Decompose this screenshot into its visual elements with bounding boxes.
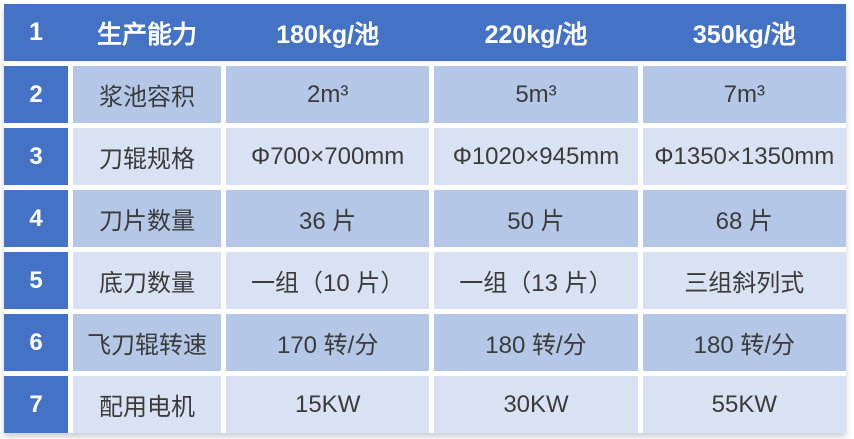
spec-table: 1 生产能力 180kg/池 220kg/池 350kg/池 2 浆池容积 2m… — [4, 4, 846, 433]
cell-value: Φ700×700mm — [226, 128, 430, 185]
table-row-pulp-volume: 2 浆池容积 2m³ 5m³ 7m³ — [4, 66, 846, 123]
header-category-label: 生产能力 — [96, 20, 197, 49]
row-number: 6 — [4, 314, 68, 371]
cell-value: 2m³ — [226, 66, 430, 123]
cell-value: 55KW — [642, 376, 846, 433]
table-row-motor-power: 7 配用电机 15KW 30KW 55KW — [4, 376, 846, 433]
cell-value: 7m³ — [642, 66, 846, 123]
row-label: 浆池容积 — [73, 66, 221, 123]
table-row-blade-count: 4 刀片数量 36 片 50 片 68 片 — [4, 190, 846, 247]
row-label: 刀辊规格 — [73, 128, 221, 185]
row-number: 3 — [4, 128, 68, 185]
cell-value: Φ1350×1350mm — [642, 128, 846, 185]
table-header-row: 1 生产能力 180kg/池 220kg/池 350kg/池 — [4, 4, 846, 61]
header-row-number: 1 — [29, 18, 43, 46]
row-number: 4 — [4, 190, 68, 247]
cell-value: 68 片 — [642, 190, 846, 247]
header-col-350kg: 350kg/池 — [692, 20, 796, 49]
table-row-roller-spec: 3 刀辊规格 Φ700×700mm Φ1020×945mm Φ1350×1350… — [4, 128, 846, 185]
row-label: 飞刀辊转速 — [73, 314, 221, 371]
cell-value: 5m³ — [434, 66, 638, 123]
cell-value: 180 转/分 — [434, 314, 638, 371]
cell-value: 30KW — [434, 376, 638, 433]
cell-value: 15KW — [226, 376, 430, 433]
row-label: 刀片数量 — [73, 190, 221, 247]
row-number: 5 — [4, 252, 68, 309]
cell-value: 50 片 — [434, 190, 638, 247]
header-col-220kg: 220kg/池 — [484, 20, 588, 49]
row-label: 底刀数量 — [73, 252, 221, 309]
cell-value: 170 转/分 — [226, 314, 430, 371]
row-label: 配用电机 — [73, 376, 221, 433]
cell-value: 一组（13 片） — [434, 252, 638, 309]
cell-value: Φ1020×945mm — [434, 128, 638, 185]
table-row-bottom-knife-count: 5 底刀数量 一组（10 片） 一组（13 片） 三组斜列式 — [4, 252, 846, 309]
table-row-roller-speed: 6 飞刀辊转速 170 转/分 180 转/分 180 转/分 — [4, 314, 846, 371]
cell-value: 180 转/分 — [642, 314, 846, 371]
cell-value: 一组（10 片） — [226, 252, 430, 309]
cell-value: 三组斜列式 — [642, 252, 846, 309]
header-col-180kg: 180kg/池 — [276, 20, 380, 49]
row-number: 2 — [4, 66, 68, 123]
row-number: 7 — [4, 376, 68, 433]
cell-value: 36 片 — [226, 190, 430, 247]
